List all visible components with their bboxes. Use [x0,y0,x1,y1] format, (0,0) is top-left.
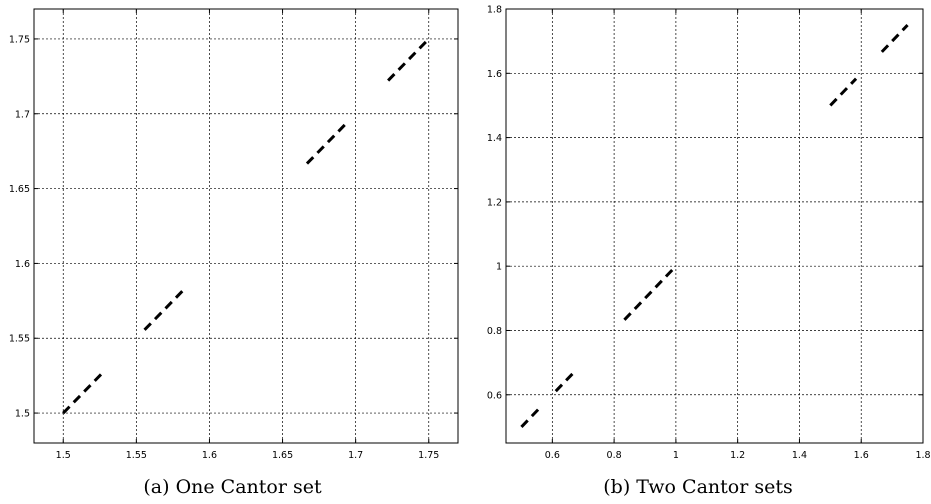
data-segment-b-1 [554,372,575,393]
x-tick-label-a-3: 1.65 [272,450,293,461]
data-segment-b-0 [520,408,540,428]
y-tick-label-a-0: 1.5 [15,409,30,420]
data-segment-b-4 [880,24,909,53]
x-tick-label-a-2: 1.6 [202,450,217,461]
chart-panel-b: 0.6 0.8 1 1.2 1.4 1.6 1.8 0.6 0.8 1 1.2 1.4 1.6 1.8 [487,5,931,462]
plot-area-a [34,9,458,443]
axes-frame-a [33,8,459,444]
y-tick-label-a-5: 1.75 [9,34,30,45]
caption-b: (b) Two Cantor sets [603,476,793,498]
axes-frame-b [505,8,924,444]
x-tick-label-a-4: 1.7 [348,450,363,461]
x-tick-label-a-0: 1.5 [56,450,71,461]
chart-panel-a: 1.5 1.55 1.6 1.65 1.7 1.75 1.5 1.55 1.6 1.65 1.7 1.… [9,8,459,461]
x-tick-label-b-6: 1.8 [915,450,930,461]
x-tick-label-b-0: 0.6 [545,450,560,461]
data-segment-a-0 [62,370,105,415]
data-segment-a-2 [305,121,349,165]
y-tick-label-b-3: 1.2 [487,197,502,208]
x-tick-label-b-2: 1 [673,450,679,461]
x-tick-label-b-1: 0.8 [607,450,622,461]
x-tick-label-b-5: 1.6 [854,450,869,461]
x-tick-label-b-4: 1.4 [792,450,807,461]
y-tick-label-b-1: 0.8 [487,326,502,337]
y-tick-label-a-4: 1.7 [15,109,30,120]
y-tick-label-a-1: 1.55 [9,334,30,345]
y-tick-label-b-6: 1.8 [487,5,502,16]
y-tick-label-a-2: 1.6 [15,259,30,270]
y-tick-label-b-5: 1.6 [487,69,502,80]
y-tick-label-b-2: 1 [496,262,502,273]
caption-a: (a) One Cantor set [143,476,322,498]
x-tick-label-a-5: 1.75 [418,450,439,461]
y-tick-label-b-0: 0.6 [487,390,502,401]
data-segment-a-3 [387,37,430,82]
x-tick-label-a-1: 1.55 [126,450,147,461]
y-tick-label-a-3: 1.65 [9,184,30,195]
data-segment-a-1 [143,287,187,331]
x-tick-label-b-3: 1.2 [730,450,745,461]
data-segment-b-3 [829,77,858,107]
data-segment-b-2 [623,265,677,321]
y-tick-label-b-4: 1.4 [487,133,502,144]
